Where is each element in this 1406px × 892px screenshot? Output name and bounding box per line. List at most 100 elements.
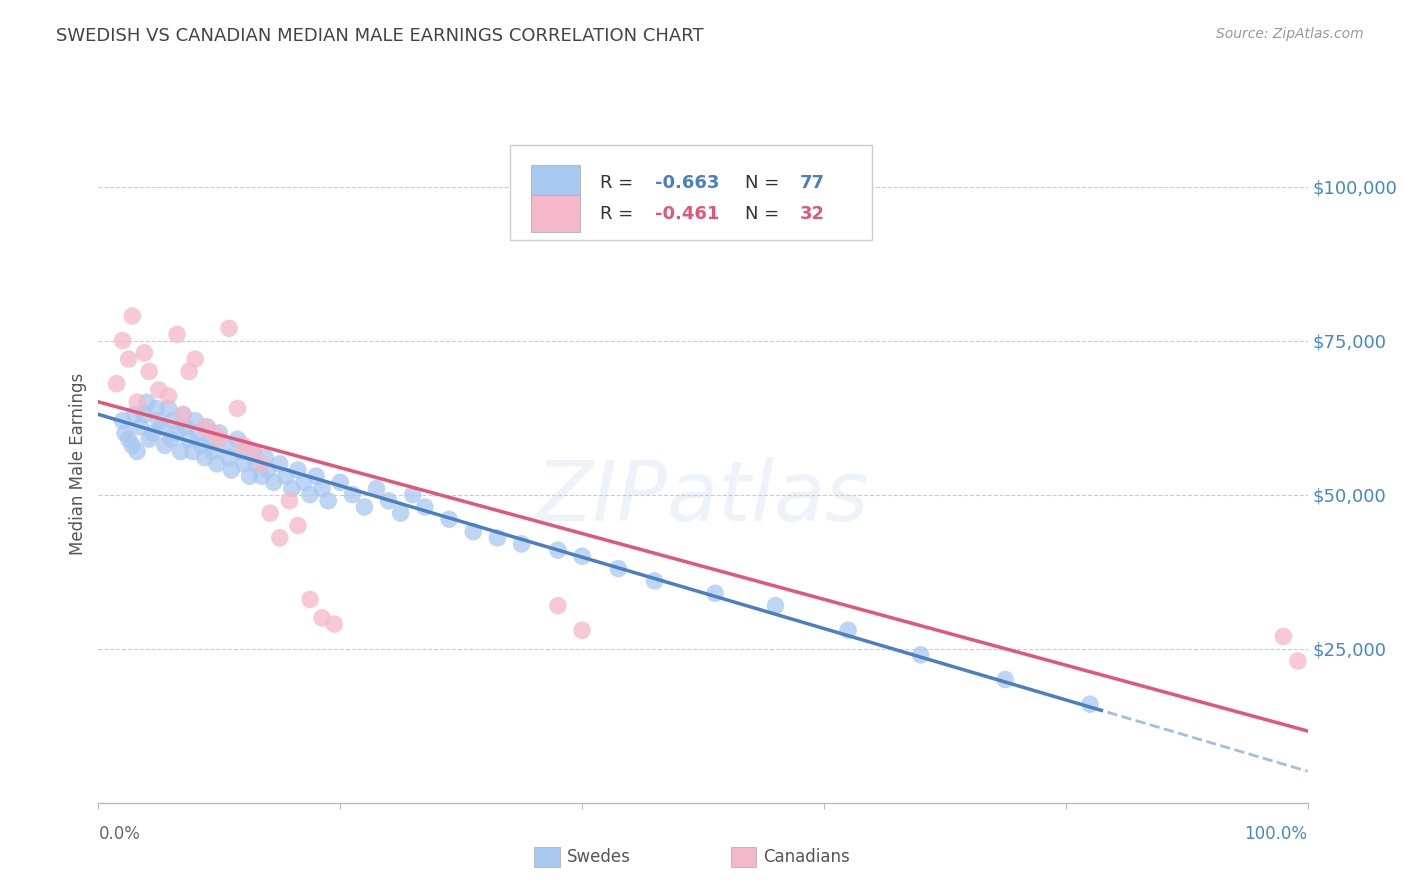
FancyBboxPatch shape <box>531 164 579 202</box>
Point <box>274 469 297 483</box>
Text: Swedes: Swedes <box>567 848 630 866</box>
Point <box>910 648 932 662</box>
Text: SWEDISH VS CANADIAN MEDIAN MALE EARNINGS CORRELATION CHART: SWEDISH VS CANADIAN MEDIAN MALE EARNINGS… <box>56 27 704 45</box>
Text: 0.0%: 0.0% <box>98 825 141 843</box>
Point <box>765 599 787 613</box>
Point <box>160 432 183 446</box>
Point <box>226 432 249 446</box>
Point <box>299 488 322 502</box>
Point <box>278 493 301 508</box>
Point <box>208 425 231 440</box>
Point <box>342 488 364 502</box>
Point <box>299 592 322 607</box>
Point <box>205 457 228 471</box>
Point <box>138 432 160 446</box>
Point <box>259 506 281 520</box>
Point <box>148 383 170 397</box>
Point <box>323 617 346 632</box>
Point <box>389 506 412 520</box>
Point <box>242 444 264 458</box>
Point <box>190 438 212 452</box>
Point <box>269 457 291 471</box>
Point <box>250 457 273 471</box>
Point <box>138 364 160 378</box>
Point <box>256 463 278 477</box>
Point <box>184 414 207 428</box>
Point <box>571 549 593 564</box>
Point <box>316 493 339 508</box>
Point <box>402 488 425 502</box>
Point <box>250 469 273 483</box>
Point <box>1286 654 1309 668</box>
Point <box>510 537 533 551</box>
Point <box>311 482 333 496</box>
Point <box>269 531 291 545</box>
Point <box>148 414 170 428</box>
Point <box>305 469 328 483</box>
Point <box>184 352 207 367</box>
Point <box>195 420 218 434</box>
FancyBboxPatch shape <box>509 145 872 240</box>
Point <box>153 438 176 452</box>
Point <box>607 561 630 575</box>
Point <box>166 425 188 440</box>
Text: N =: N = <box>745 204 786 222</box>
Point <box>837 624 859 638</box>
Point <box>254 450 277 465</box>
Point <box>145 401 167 416</box>
Point <box>214 438 236 452</box>
Point <box>121 309 143 323</box>
Point <box>194 420 217 434</box>
Point <box>353 500 375 514</box>
Text: 100.0%: 100.0% <box>1244 825 1308 843</box>
Point <box>218 450 240 465</box>
Point <box>547 543 569 558</box>
Point <box>571 624 593 638</box>
Point <box>129 420 152 434</box>
Point <box>187 425 209 440</box>
Point <box>245 457 267 471</box>
Point <box>162 414 184 428</box>
Point <box>124 408 146 422</box>
Point <box>114 425 136 440</box>
Point <box>194 450 217 465</box>
Text: 32: 32 <box>800 204 825 222</box>
Point <box>232 457 254 471</box>
Point <box>547 599 569 613</box>
Point <box>150 420 173 434</box>
Point <box>174 420 197 434</box>
Point <box>202 425 225 440</box>
Point <box>121 438 143 452</box>
Point <box>169 444 191 458</box>
Point <box>202 444 225 458</box>
Point <box>994 673 1017 687</box>
Point <box>292 475 315 490</box>
Text: ZIPatlas: ZIPatlas <box>536 458 870 538</box>
Point <box>111 414 134 428</box>
Point <box>157 389 180 403</box>
Point <box>311 611 333 625</box>
Point <box>366 482 388 496</box>
Point <box>135 395 157 409</box>
Point <box>287 463 309 477</box>
Text: -0.663: -0.663 <box>655 174 718 192</box>
Point <box>105 376 128 391</box>
Point <box>1272 629 1295 643</box>
Point <box>704 586 727 600</box>
Point <box>181 444 204 458</box>
Point <box>263 475 285 490</box>
Point <box>239 469 262 483</box>
Point <box>118 352 141 367</box>
Point <box>242 444 264 458</box>
Point <box>127 444 149 458</box>
Point <box>413 500 436 514</box>
Point <box>226 401 249 416</box>
Point <box>1078 697 1101 711</box>
Point <box>134 346 156 360</box>
FancyBboxPatch shape <box>531 195 579 232</box>
Point <box>179 432 201 446</box>
Point <box>221 463 243 477</box>
Point <box>179 364 201 378</box>
Point <box>208 432 231 446</box>
Point <box>232 438 254 452</box>
